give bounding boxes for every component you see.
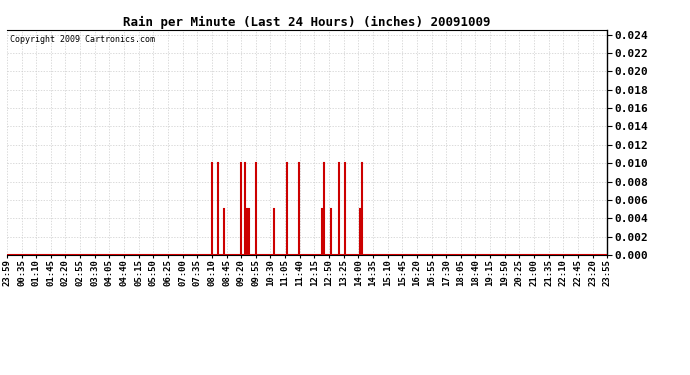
Text: Copyright 2009 Cartronics.com: Copyright 2009 Cartronics.com: [10, 34, 155, 44]
Title: Rain per Minute (Last 24 Hours) (inches) 20091009: Rain per Minute (Last 24 Hours) (inches)…: [124, 16, 491, 29]
